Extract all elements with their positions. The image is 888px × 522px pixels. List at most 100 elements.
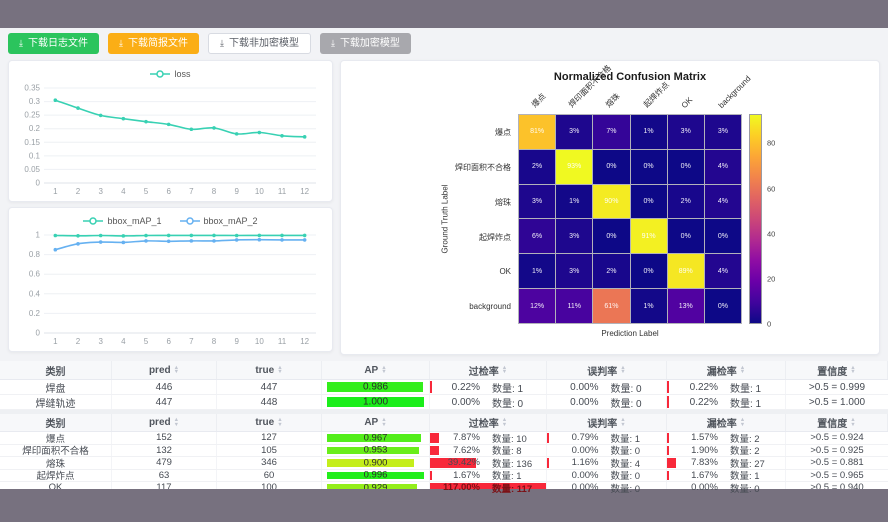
sort-carets-icon[interactable]: ▲ ▼ [501, 364, 508, 375]
miss-cell: 0.22% 数量: 1 [667, 395, 786, 409]
col-header-misjudge[interactable]: 误判率 ▲ ▼ [547, 414, 667, 431]
true-cell: 447 [217, 380, 322, 394]
cm-cell: 11% [556, 289, 593, 323]
ap-bar [327, 471, 424, 479]
ap-cell: 0.953 [322, 444, 430, 456]
rate-bar [667, 396, 669, 408]
miss-cell: 7.83% 数量: 27 [667, 457, 786, 469]
col-header-miss[interactable]: 漏检率 ▲ ▼ [667, 361, 786, 379]
pred-cell: 446 [112, 380, 217, 394]
svg-text:1: 1 [53, 187, 58, 196]
sort-carets-icon[interactable]: ▲ ▼ [381, 417, 387, 428]
sort-carets-icon[interactable]: ▲ ▼ [739, 417, 746, 428]
cm-cell: 0% [704, 219, 741, 254]
cm-col-label: 爆点 [529, 91, 548, 110]
legend-item-loss[interactable]: loss [150, 69, 191, 79]
col-header-pred[interactable]: pred ▲ ▼ [112, 361, 217, 379]
sort-carets-icon[interactable]: ▲ ▼ [277, 364, 283, 375]
col-header-true[interactable]: true ▲ ▼ [217, 361, 322, 379]
col-header-miss[interactable]: 漏检率 ▲ ▼ [667, 414, 786, 431]
download-icon: ⤓ [219, 38, 224, 48]
cm-cell: 0% [630, 254, 667, 289]
rate-bar [667, 445, 670, 455]
category-cell: 爆点 [0, 432, 112, 444]
misjudge-cell: 0.00% 数量: 0 [547, 444, 667, 456]
col-header-confidence[interactable]: 置信度 ▲ ▼ [786, 414, 888, 431]
col-header-misjudge[interactable]: 误判率 ▲ ▼ [547, 361, 667, 379]
cm-cell: 0% [630, 149, 667, 184]
table-row: 焊盘 446 447 0.986 0.22% 数量: 1 0.00% 数量: 0 0.22% 数量… [0, 380, 888, 395]
category-cell: 焊缝轨迹 [0, 395, 112, 409]
sort-carets-icon[interactable]: ▲ ▼ [620, 417, 626, 428]
svg-text:10: 10 [255, 337, 264, 346]
sort-carets-icon[interactable]: ▲ ▼ [173, 417, 180, 428]
category-cell: OK [0, 482, 112, 494]
table-divider [0, 410, 888, 414]
download-encrypted-model-button[interactable]: ⤓ 下载加密模型 [319, 33, 411, 54]
col-header-overkill[interactable]: 过检率 ▲ ▼ [430, 414, 547, 431]
col-header-ap[interactable]: AP ▲ ▼ [322, 361, 430, 379]
category-cell: 起焊炸点 [0, 469, 112, 481]
sort-carets-icon[interactable]: ▲ ▼ [277, 417, 283, 428]
cm-cell: 3% [556, 115, 593, 149]
pred-cell: 132 [112, 444, 217, 456]
download-unencrypted-model-button[interactable]: ⤓ 下载非加密模型 [207, 33, 311, 54]
cm-cell: 0% [593, 149, 630, 184]
svg-text:0.2: 0.2 [29, 309, 41, 318]
sort-carets-icon[interactable]: ▲ ▼ [501, 417, 508, 428]
confidence-cell: >0.5 = 0.940 [810, 482, 864, 494]
confusion-matrix-colorbar [749, 114, 762, 324]
misjudge-cell: 0.79% 数量: 1 [547, 432, 667, 444]
sort-carets-icon[interactable]: ▲ ▼ [739, 364, 746, 375]
overkill-cell: 0.22% 数量: 1 [430, 380, 547, 394]
misjudge-cell: 0.00% 数量: 0 [547, 395, 667, 409]
sort-carets-icon[interactable]: ▲ ▼ [850, 417, 856, 428]
col-header-pred[interactable]: pred ▲ ▼ [112, 414, 217, 431]
overkill-cell: 7.87% 数量: 10 [430, 432, 547, 444]
sort-carets-icon[interactable]: ▲ ▼ [381, 364, 387, 375]
cm-cell: 1% [630, 115, 667, 149]
col-header-confidence[interactable]: 置信度 ▲ ▼ [786, 361, 888, 379]
cm-cell: 0% [704, 289, 741, 323]
svg-text:3: 3 [98, 337, 103, 346]
ap-bar [327, 382, 423, 392]
svg-text:0.4: 0.4 [29, 289, 41, 298]
table-row: 熔珠 479 346 0.900 39.42% 数量: 136 1.16% 数量: 4 7.83… [0, 457, 888, 470]
col-header-overkill[interactable]: 过检率 ▲ ▼ [430, 361, 547, 379]
col-header-category: 类别 [0, 414, 112, 431]
sort-carets-icon[interactable]: ▲ ▼ [850, 364, 856, 375]
miss-cell: 0.00% 数量: 0 [667, 482, 786, 494]
download-report-button[interactable]: ⤓ 下载简报文件 [107, 33, 199, 54]
sort-carets-icon[interactable]: ▲ ▼ [620, 364, 626, 375]
overkill-cell: 117.00% 数量: 117 [430, 482, 547, 494]
cm-cell: 0% [667, 149, 704, 184]
svg-text:8: 8 [212, 337, 217, 346]
download-log-button[interactable]: ⤓ 下载日志文件 [8, 33, 99, 54]
svg-text:5: 5 [144, 337, 149, 346]
sort-carets-icon[interactable]: ▲ ▼ [173, 364, 180, 375]
table-row: 焊缝轨迹 447 448 1.000 0.00% 数量: 0 0.00% 数量: 0 0.22%… [0, 395, 888, 410]
col-header-true[interactable]: true ▲ ▼ [217, 414, 322, 431]
cm-cell: 13% [667, 289, 704, 323]
ap-bar [327, 459, 415, 467]
svg-text:0.8: 0.8 [29, 250, 41, 259]
true-cell: 100 [217, 482, 322, 494]
table-header-row: 类别 pred ▲ ▼ true ▲ ▼ AP ▲ ▼ 过检率 ▲ ▼ 误判率 ▲ ▼ 漏检率 ▲ ▼ 置信度 ▲ ▼ [0, 361, 888, 380]
colorbar-tick: 0 [767, 319, 772, 329]
pred-cell: 447 [112, 395, 217, 409]
true-cell: 60 [217, 469, 322, 481]
col-header-ap[interactable]: AP ▲ ▼ [322, 414, 430, 431]
legend-item-bbox_mAP_1[interactable]: bbox_mAP_1 [83, 216, 162, 226]
rate-bar [430, 445, 439, 455]
legend-marker-icon [179, 217, 200, 225]
svg-text:1: 1 [53, 337, 58, 346]
rate-bar [667, 433, 669, 443]
svg-text:11: 11 [278, 187, 287, 196]
cm-cell: 7% [593, 115, 630, 149]
misjudge-cell: 0.00% 数量: 0 [547, 482, 667, 494]
loss-chart-legend: loss [17, 67, 324, 81]
download-icon: ⤓ [118, 38, 123, 48]
legend-item-bbox_mAP_2[interactable]: bbox_mAP_2 [179, 216, 258, 226]
svg-text:2: 2 [76, 187, 81, 196]
confidence-cell: >0.5 = 0.999 [808, 381, 866, 393]
